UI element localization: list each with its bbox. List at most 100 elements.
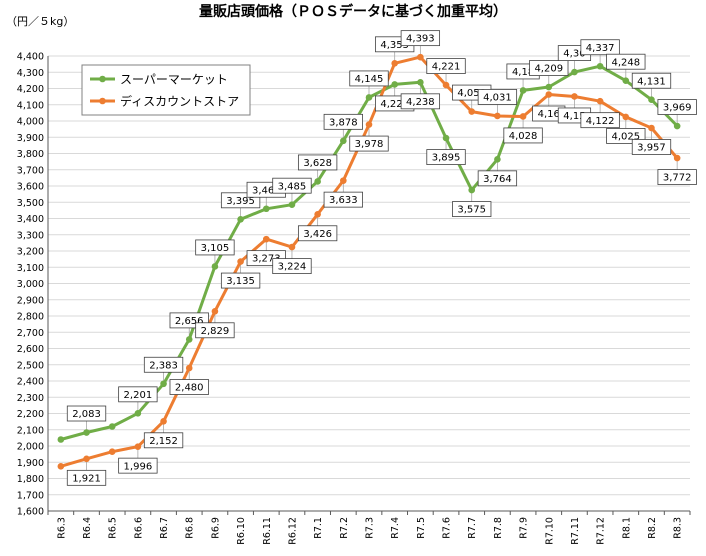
data-label: 4,18 — [512, 67, 534, 78]
data-point — [83, 429, 90, 436]
x-tick-label: R8.3 — [673, 517, 684, 539]
data-label: 4,221 — [432, 62, 461, 73]
data-label-box — [349, 70, 389, 87]
data-point — [417, 53, 424, 61]
y-tick-label: 2,500 — [17, 360, 44, 371]
x-tick-label: R6.9 — [210, 517, 221, 539]
data-point — [519, 87, 527, 94]
y-tick-label: 2,400 — [17, 377, 44, 388]
x-tick-label: R7.12 — [596, 517, 607, 545]
data-point — [211, 263, 219, 270]
data-label-box — [272, 177, 312, 194]
data-label: 4,16 — [538, 109, 560, 120]
data-label: 2,656 — [175, 316, 204, 327]
data-label: 4,15 — [563, 111, 585, 122]
data-label-box — [580, 112, 620, 129]
data-point — [160, 418, 167, 425]
data-label: 3,633 — [329, 195, 358, 206]
data-label: 4,337 — [586, 43, 615, 54]
data-point — [262, 205, 270, 213]
y-tick-label: 2,000 — [17, 442, 44, 453]
y-tick-label: 2,100 — [17, 425, 44, 436]
x-tick-label: R7.10 — [544, 517, 555, 545]
legend-swatch-marker — [99, 75, 106, 83]
y-tick-label: 3,300 — [17, 230, 44, 241]
data-label: 3,395 — [226, 196, 255, 207]
y-tick-label: 2,800 — [17, 312, 44, 323]
data-label: 3,460 — [252, 185, 281, 196]
data-point — [237, 258, 244, 265]
y-tick-label: 3,000 — [17, 279, 44, 290]
data-point — [365, 121, 373, 128]
data-label: 3,772 — [663, 173, 692, 184]
x-tick-label: R7.9 — [519, 517, 530, 539]
data-label: 4,238 — [406, 97, 435, 108]
x-tick-label: R6.12 — [287, 517, 298, 545]
data-point — [494, 156, 501, 163]
x-tick-label: R8.1 — [621, 517, 632, 539]
data-label-box — [66, 405, 107, 422]
data-label-box — [220, 272, 261, 289]
data-label-box — [452, 201, 492, 217]
data-label: 4,145 — [355, 74, 384, 85]
legend-box — [81, 64, 251, 116]
data-point — [340, 137, 347, 145]
data-label-box — [297, 154, 338, 171]
data-label: 2,083 — [72, 409, 101, 420]
y-tick-label: 3,800 — [17, 149, 44, 160]
data-label-box — [657, 99, 697, 115]
x-tick-label: R7.8 — [493, 517, 504, 539]
data-label: 3,135 — [226, 276, 255, 287]
y-tick-label: 3,500 — [17, 198, 44, 209]
data-label: 4,209 — [534, 64, 563, 75]
data-label: 3,575 — [457, 205, 486, 216]
y-tick-label: 2,700 — [17, 328, 44, 339]
data-label-box — [477, 170, 518, 187]
data-label: 4,131 — [637, 76, 666, 87]
x-tick-label: R7.1 — [313, 517, 324, 539]
data-point — [545, 91, 553, 98]
data-point — [314, 210, 321, 218]
x-tick-label: R7.2 — [339, 517, 350, 539]
y-tick-label: 2,900 — [17, 295, 44, 306]
data-point — [340, 177, 347, 184]
y-tick-label: 1,600 — [17, 507, 44, 518]
data-label: 4,225 — [380, 99, 409, 110]
data-label: 4,355 — [380, 40, 409, 51]
data-point — [237, 216, 244, 223]
x-tick-label: R6.11 — [262, 517, 273, 545]
data-point — [468, 108, 476, 115]
data-label: 4,393 — [406, 34, 435, 45]
x-tick-label: R6.6 — [133, 517, 144, 539]
data-label-box — [143, 356, 184, 373]
data-label: 4,058 — [457, 88, 486, 99]
data-point — [494, 112, 501, 120]
data-label: 1,921 — [72, 473, 101, 484]
y-tick-label: 1,700 — [17, 490, 44, 501]
y-tick-label: 4,400 — [17, 52, 44, 63]
data-label-box — [400, 30, 441, 47]
data-point — [134, 443, 142, 450]
data-point — [57, 436, 65, 443]
data-point — [648, 124, 655, 132]
data-label-box — [606, 53, 646, 70]
data-label: 4,025 — [611, 132, 640, 143]
data-label-box — [143, 432, 184, 449]
data-point — [571, 68, 578, 76]
data-label-box — [631, 139, 672, 155]
data-label-box — [297, 225, 338, 242]
data-label: 3,978 — [355, 139, 384, 150]
data-point — [417, 79, 424, 86]
data-label: 2,480 — [175, 383, 204, 394]
y-tick-label: 4,300 — [17, 68, 44, 79]
data-label: 3,273 — [252, 254, 281, 265]
data-label-box — [657, 169, 697, 185]
data-label-box — [529, 60, 569, 76]
data-label: 3,628 — [303, 158, 332, 169]
data-label-box — [349, 135, 389, 152]
y-tick-label: 3,700 — [17, 165, 44, 176]
y-tick-label: 3,900 — [17, 133, 44, 144]
data-point — [160, 380, 167, 388]
x-tick-label: R8.2 — [647, 517, 658, 539]
